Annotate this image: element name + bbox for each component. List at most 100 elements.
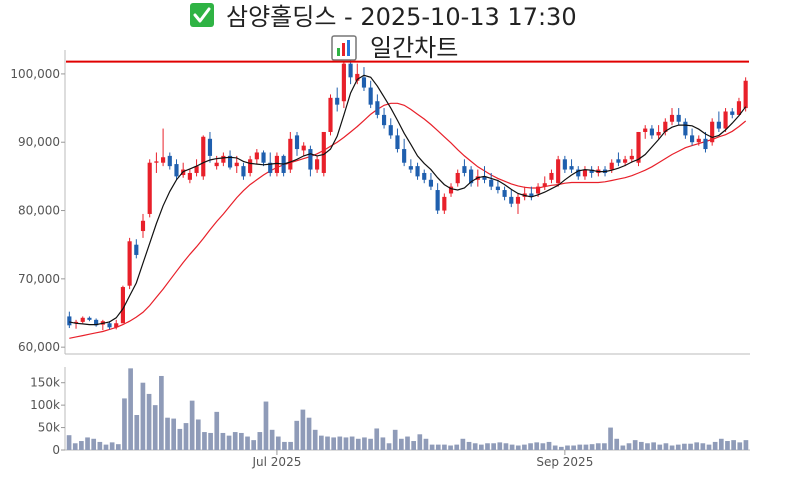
candle-body [248, 159, 253, 173]
moving-average-short-line [69, 74, 747, 326]
candle [67, 311, 72, 329]
candle [248, 155, 253, 177]
x-axis: Jul 2025 Sep 2025 [252, 450, 593, 469]
candle-body [435, 190, 440, 211]
candle [348, 60, 353, 85]
volume-bar [435, 444, 441, 450]
candle-body [448, 186, 454, 194]
candle [107, 321, 112, 330]
candle-body [422, 172, 427, 180]
chart-title: 삼양홀딩스 - 2025-10-13 17:30 [226, 3, 577, 31]
candle-body [120, 287, 125, 324]
candle [455, 169, 460, 187]
volume-bar [109, 442, 115, 450]
candle [207, 131, 213, 163]
volume-bar [460, 438, 466, 450]
candle [462, 159, 467, 177]
candle-body [274, 155, 280, 173]
candle [522, 186, 527, 201]
candle [589, 166, 594, 178]
candle [134, 239, 139, 259]
candle [422, 169, 427, 184]
volume-y-axis: 0 50k 100k 150k [30, 376, 65, 457]
candle-body [201, 136, 206, 177]
candle-body [268, 162, 273, 173]
volume-bar [399, 438, 404, 450]
candle-body [509, 196, 514, 204]
candle-body [676, 114, 681, 122]
candle [328, 94, 333, 136]
volume-bar [448, 445, 453, 450]
candle-body [690, 135, 695, 143]
candle [663, 118, 668, 136]
volume-bar [718, 438, 724, 450]
candle [73, 319, 79, 329]
candle-body [361, 77, 367, 88]
candle-body [395, 135, 400, 150]
volume-bar [263, 401, 269, 450]
price-y-axis: 60,000 70,000 80,000 90,000 100,000 [10, 67, 65, 354]
candle-body [234, 162, 239, 167]
candle-body [482, 176, 487, 180]
candle-body [502, 190, 507, 197]
volume-bar [128, 368, 133, 450]
volume-bar [743, 440, 749, 450]
moving-average-long-line [69, 102, 747, 339]
candle [395, 128, 400, 153]
candle [743, 77, 748, 112]
check-mark-button-icon [190, 3, 214, 27]
candle-body [241, 166, 246, 177]
candle [569, 159, 574, 173]
candle [87, 316, 92, 322]
volume-bar [239, 432, 244, 450]
volume-bar [103, 444, 109, 450]
volume-bar [552, 445, 558, 450]
volume-bar [226, 435, 232, 450]
candle [428, 172, 434, 191]
volume-bar [165, 417, 170, 450]
candle [656, 125, 661, 139]
candle [154, 152, 159, 173]
volume-y-tick-label: 150k [30, 376, 60, 390]
candle [402, 138, 407, 167]
candle [120, 285, 125, 324]
volume-bar [72, 443, 78, 450]
candle-body [167, 155, 172, 167]
volume-bar [269, 429, 275, 450]
candle [442, 193, 447, 214]
candle-body [381, 114, 387, 126]
candle [94, 318, 99, 327]
candle [408, 159, 413, 173]
candle-body [535, 186, 541, 194]
candle-body [743, 80, 748, 109]
volume-bar [208, 432, 213, 450]
volume-bar [423, 438, 429, 450]
candle-body [589, 169, 594, 173]
candle-body [455, 172, 460, 184]
candle [562, 155, 567, 173]
candle-body [663, 121, 668, 132]
candle [261, 150, 266, 167]
candle-body [161, 157, 166, 163]
candle-body [214, 162, 219, 167]
subtitle-row: 일간차트 [331, 34, 458, 62]
candle-body [254, 152, 259, 160]
volume-bar [319, 435, 324, 450]
volume-bar [251, 440, 257, 450]
candle-body [495, 186, 500, 191]
bar-chart-icon [331, 35, 357, 61]
candle [301, 142, 306, 156]
volume-bar [331, 437, 337, 450]
candle [187, 169, 192, 184]
price-panel: 60,000 70,000 80,000 90,000 100,000 [10, 50, 750, 355]
volume-bar [183, 423, 189, 450]
volume-bar [392, 429, 398, 450]
volume-bar [257, 432, 263, 450]
candle [361, 67, 367, 91]
candle [643, 125, 648, 139]
candle [294, 131, 300, 156]
x-tick-label: Jul 2025 [252, 455, 302, 469]
candle [556, 155, 561, 187]
candle [281, 154, 286, 177]
candle-body [636, 131, 641, 163]
